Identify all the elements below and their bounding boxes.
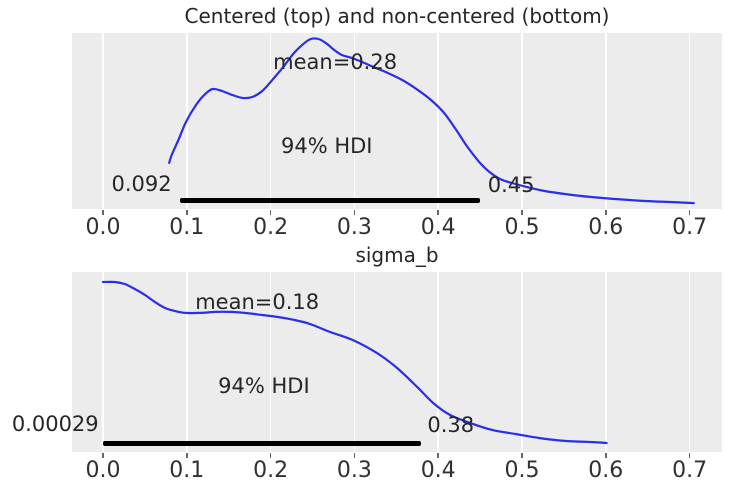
x-tick-mark xyxy=(186,210,188,215)
gridline xyxy=(521,33,523,209)
plot-title-centered-noncentered: Centered (top) and non-centered (bottom) xyxy=(184,4,610,28)
hdi-interval-label: 94% HDI xyxy=(280,133,373,158)
x-tick-label: 0.4 xyxy=(420,458,456,483)
gridline xyxy=(102,33,104,209)
mean-label: mean=0.18 xyxy=(195,290,320,315)
x-tick-mark xyxy=(102,210,104,215)
x-tick-label: 0.0 xyxy=(85,215,121,240)
x-axis-top: 0.0 0.1 0.2 0.3 0.4 0.5 0.6 0.7 xyxy=(72,210,722,243)
hdi-lower-label: 0.00029 xyxy=(11,411,99,436)
hdi-upper-label: 0.38 xyxy=(427,412,475,437)
x-tick-mark xyxy=(437,210,439,215)
x-tick-mark xyxy=(353,453,356,458)
x-tick-label: 0.5 xyxy=(504,215,540,240)
x-tick-mark xyxy=(605,453,607,458)
axes-top: mean=0.28 94% HDI 0.092 0.45 xyxy=(72,33,722,209)
axes-bottom: mean=0.18 94% HDI 0.00029 0.38 xyxy=(12,272,722,452)
x-tick-label: 0.1 xyxy=(169,215,205,240)
kde-curve-path xyxy=(168,37,695,205)
gridline xyxy=(605,33,607,209)
gridline xyxy=(353,272,356,452)
x-tick-label: 0.1 xyxy=(169,458,205,483)
x-tick-label: 0.3 xyxy=(336,458,372,483)
hdi-bar xyxy=(103,441,422,446)
x-tick-mark xyxy=(437,453,439,458)
kde-curve-path xyxy=(101,280,608,445)
gridline xyxy=(521,272,523,452)
x-axis-bottom: 0.0 0.1 0.2 0.3 0.4 0.5 0.6 0.7 xyxy=(72,453,722,486)
x-tick-label: 0.7 xyxy=(672,458,708,483)
x-tick-label: 0.3 xyxy=(336,215,372,240)
x-tick-mark xyxy=(521,210,523,215)
x-tick-mark xyxy=(269,453,272,458)
x-tick-label: 0.7 xyxy=(672,215,708,240)
gridline xyxy=(437,33,439,209)
gridline xyxy=(437,272,439,452)
gridline xyxy=(102,272,104,452)
gridline xyxy=(605,272,607,452)
gridline xyxy=(269,272,272,452)
hdi-lower-label: 0.092 xyxy=(111,172,172,196)
hdi-interval-label: 94% HDI xyxy=(218,374,310,399)
x-tick-mark xyxy=(269,210,272,215)
x-tick-label: 0.5 xyxy=(504,458,540,483)
x-tick-label: 0.6 xyxy=(588,458,624,483)
x-tick-label: 0.2 xyxy=(253,215,289,240)
hdi-bar xyxy=(180,198,481,203)
x-tick-mark xyxy=(186,453,188,458)
gridline xyxy=(353,33,356,209)
gridline xyxy=(688,33,691,209)
x-tick-mark xyxy=(353,210,356,215)
plot-title-sigma-b: sigma_b xyxy=(355,243,439,267)
x-tick-label: 0.0 xyxy=(85,458,121,483)
x-tick-label: 0.2 xyxy=(253,458,289,483)
gridline xyxy=(269,33,272,209)
x-tick-mark xyxy=(102,453,104,458)
kde-curve xyxy=(168,37,695,205)
x-tick-mark xyxy=(688,210,691,215)
x-tick-mark xyxy=(688,453,691,458)
gridline xyxy=(186,272,188,452)
x-tick-label: 0.4 xyxy=(420,215,456,240)
gridline xyxy=(688,272,691,452)
x-tick-mark xyxy=(521,453,523,458)
hdi-upper-label: 0.45 xyxy=(487,173,535,198)
x-tick-mark xyxy=(605,210,607,215)
x-tick-label: 0.6 xyxy=(588,215,624,240)
kde-curve xyxy=(101,280,608,445)
mean-label: mean=0.28 xyxy=(273,49,398,74)
